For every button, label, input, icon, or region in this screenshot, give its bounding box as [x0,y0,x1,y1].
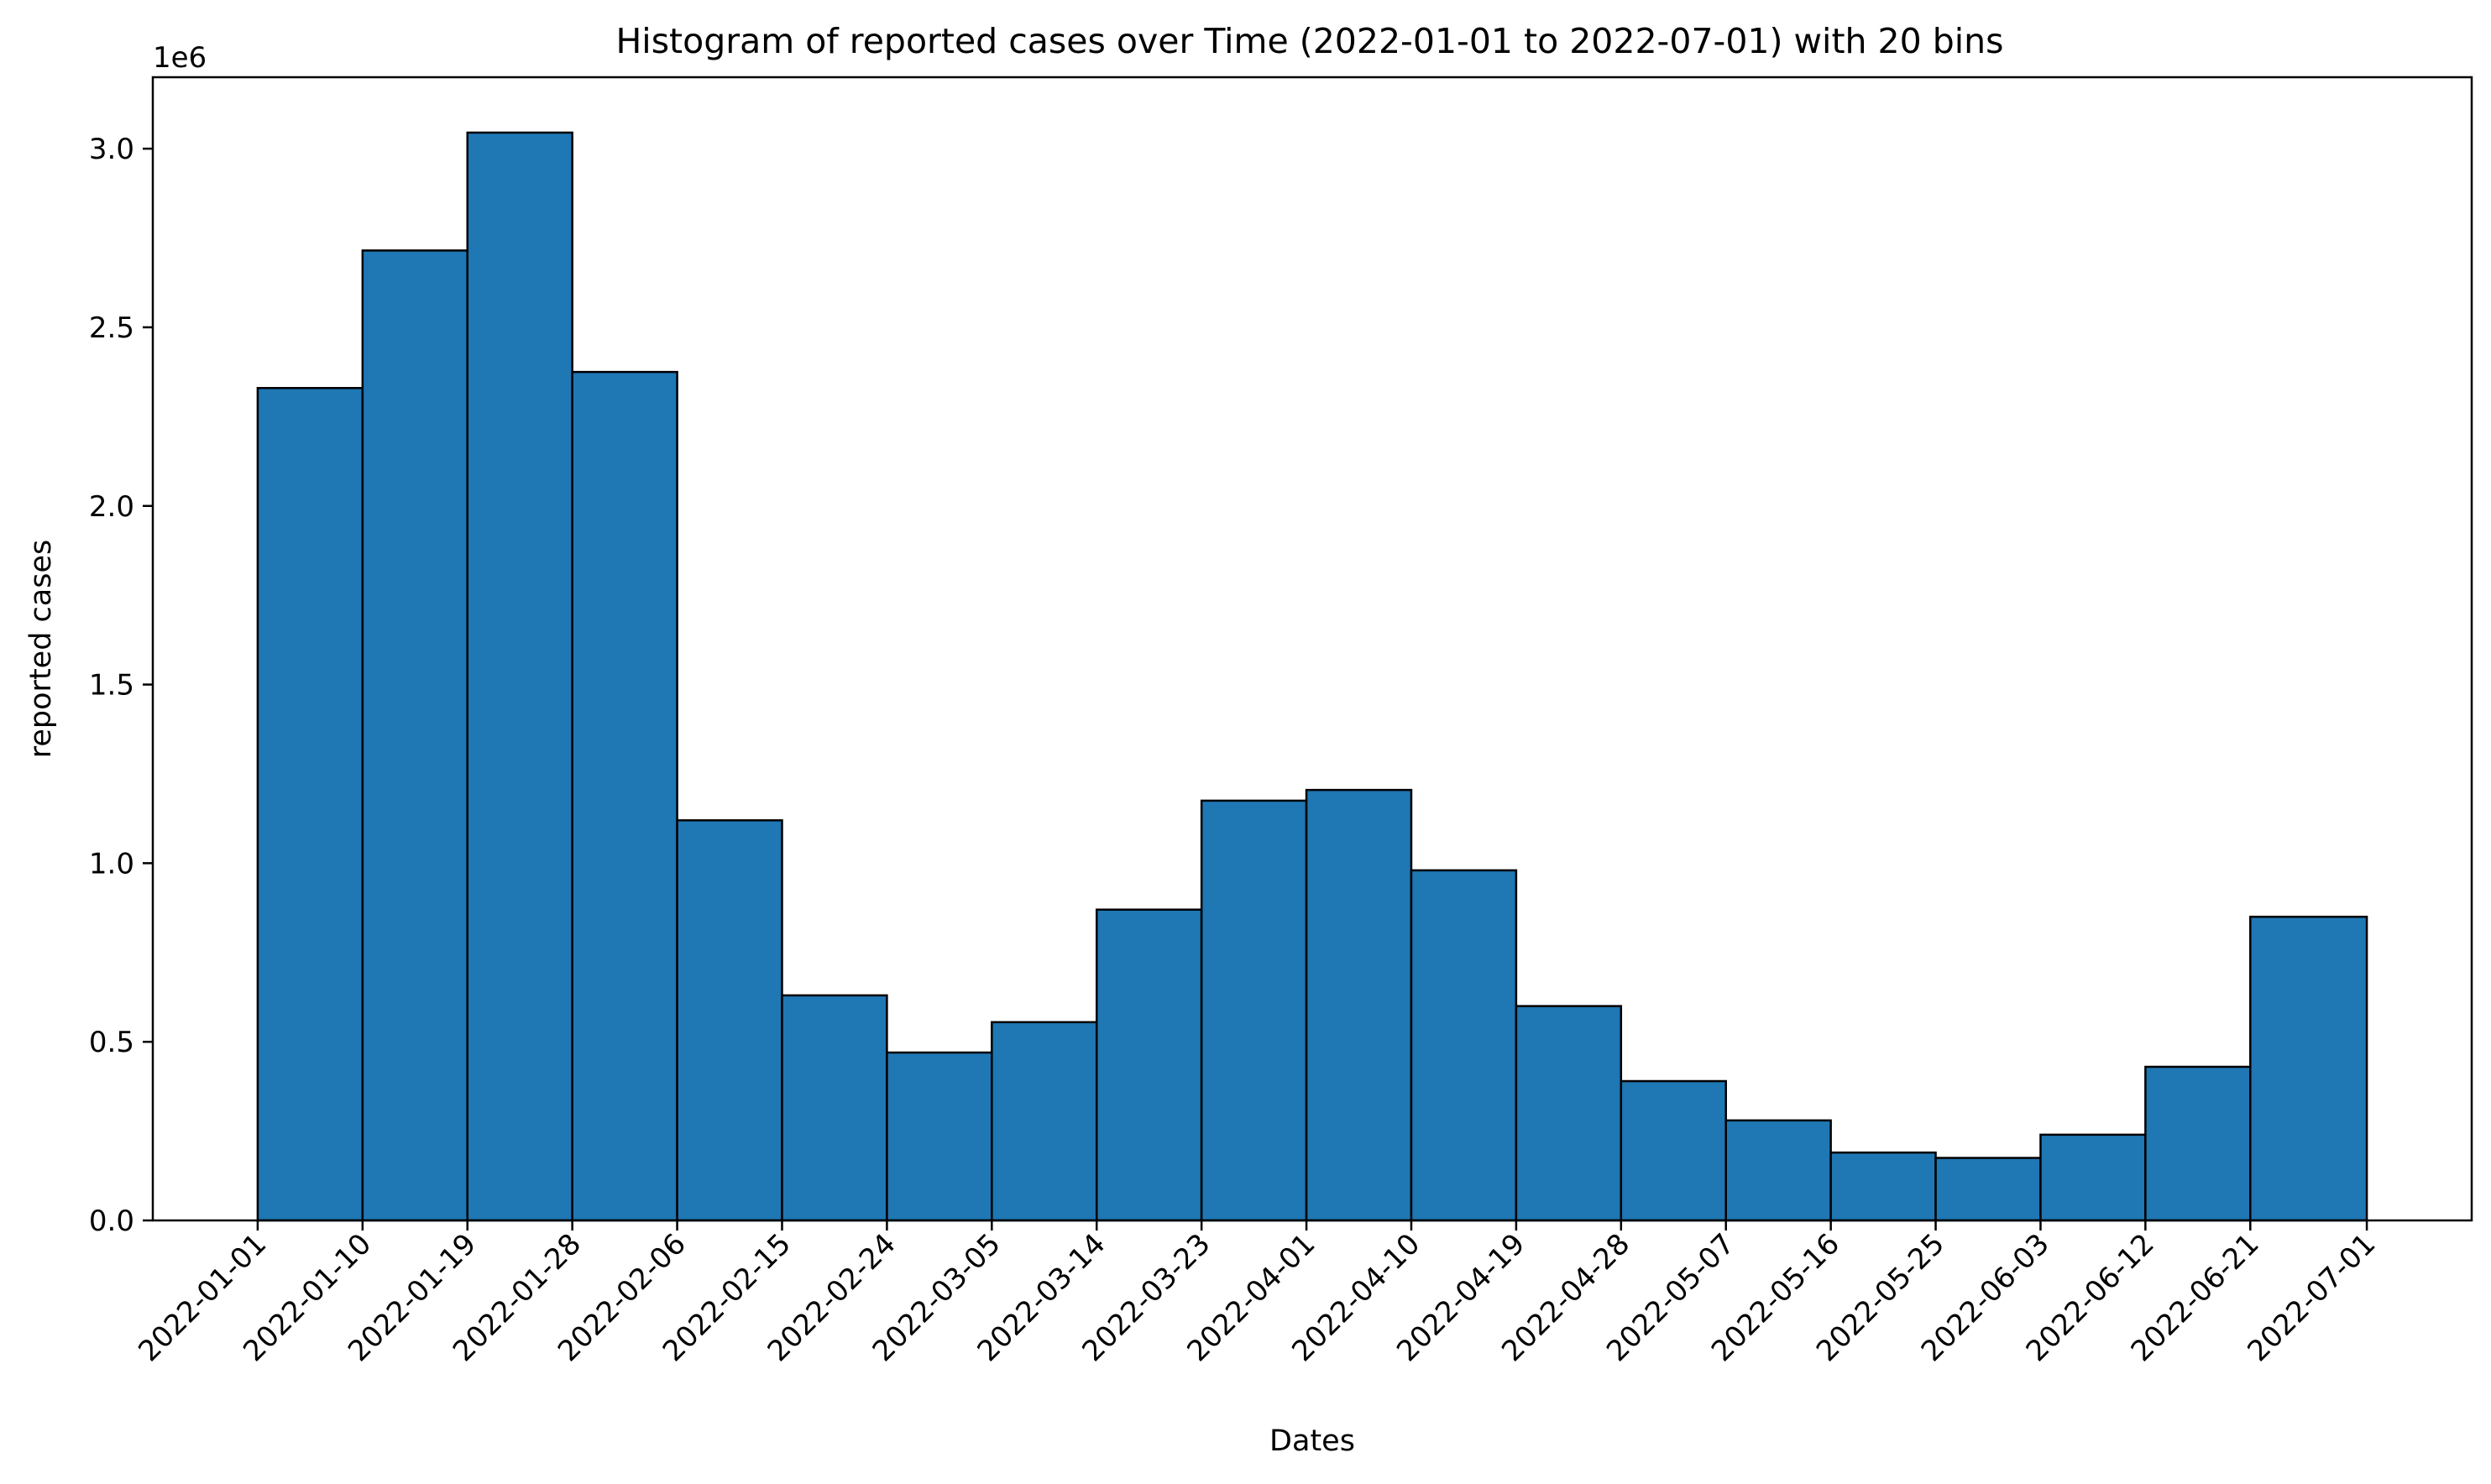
y-tick-label: 1.5 [89,669,134,703]
histogram-bar [1934,1157,2042,1222]
y-tick-label: 3.0 [89,133,134,166]
y-offset-label: 1e6 [153,41,207,75]
histogram-bar [2039,1133,2147,1222]
histogram-bar [1515,1005,1623,1222]
histogram-bar [1829,1151,1937,1222]
y-tick-label: 0.5 [89,1026,134,1059]
y-tick-label: 2.0 [89,490,134,524]
histogram-bar [1305,788,1413,1222]
histogram-bar [361,249,468,1222]
histogram-bar [991,1021,1098,1222]
histogram-bar [466,131,573,1222]
histogram-bar [1410,869,1518,1222]
histogram-bar [676,819,783,1222]
histogram-bar [781,994,888,1222]
plot-frame [151,76,2473,1222]
x-axis-label: Dates [1269,1424,1355,1458]
y-tick-label: 2.5 [89,311,134,345]
histogram-bar [1200,799,1308,1222]
histogram-bar [1724,1119,1832,1222]
chart-title: Histogram of reported cases over Time (2… [615,21,2003,61]
histogram-bar [1620,1079,1727,1222]
histogram-bar [1095,908,1203,1222]
y-axis: 0.0 0.5 1.0 1.5 2.0 2.5 3.0 [89,133,153,1238]
histogram-bar [571,370,678,1222]
y-tick-label: 1.0 [89,847,134,880]
bars-group [256,131,2368,1222]
histogram-bar [886,1051,993,1222]
y-tick-label: 0.0 [89,1204,134,1238]
y-axis-label: reported cases [24,540,58,758]
histogram-bar [2144,1065,2252,1222]
histogram-bar [2249,915,2368,1222]
histogram-bar [256,387,364,1222]
